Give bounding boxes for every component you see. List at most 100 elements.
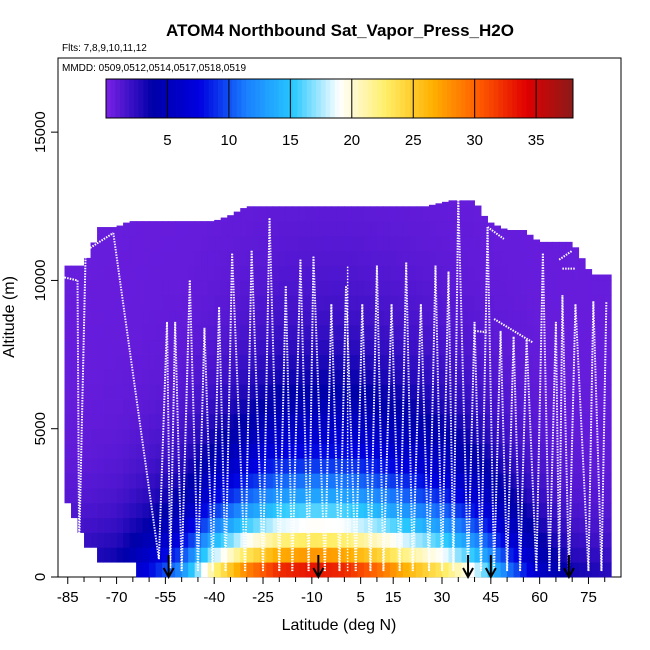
heatmap-cell bbox=[357, 443, 365, 459]
heatmap-cell bbox=[559, 280, 567, 296]
heatmap-cell bbox=[129, 488, 137, 504]
heatmap-cell bbox=[90, 295, 98, 311]
heatmap-cell bbox=[552, 310, 560, 326]
heatmap-cell bbox=[337, 221, 345, 237]
heatmap-cell bbox=[363, 206, 371, 222]
heatmap-cell bbox=[487, 502, 495, 519]
heatmap-cell bbox=[123, 413, 130, 430]
heatmap-cell bbox=[305, 413, 313, 430]
heatmap-cell bbox=[435, 502, 443, 519]
heatmap-cell bbox=[110, 443, 117, 459]
heatmap-cell bbox=[442, 265, 449, 281]
heatmap-cell bbox=[481, 502, 488, 519]
heatmap-cell bbox=[409, 235, 417, 252]
heatmap-cell bbox=[292, 369, 300, 385]
heatmap-cell bbox=[311, 413, 319, 430]
heatmap-cell bbox=[272, 458, 280, 474]
heatmap-cell bbox=[220, 443, 228, 459]
colorbar-swatch bbox=[358, 79, 364, 118]
flight-track-profile bbox=[157, 321, 169, 560]
heatmap-cell bbox=[253, 295, 261, 311]
heatmap-cell bbox=[201, 250, 209, 266]
heatmap-cell bbox=[318, 547, 326, 563]
heatmap-cell bbox=[572, 502, 580, 519]
heatmap-cell bbox=[201, 265, 209, 281]
heatmap-cell bbox=[103, 384, 111, 400]
heatmap-cell bbox=[604, 280, 612, 296]
heatmap-cell bbox=[220, 324, 228, 341]
heatmap-cell bbox=[116, 339, 124, 355]
heatmap-cell bbox=[344, 235, 352, 252]
heatmap-cell bbox=[591, 413, 599, 430]
heatmap-cell bbox=[357, 206, 365, 222]
heatmap-cell bbox=[90, 280, 98, 296]
heatmap-cell bbox=[539, 324, 547, 341]
heatmap-cell bbox=[357, 265, 365, 281]
heatmap-cell bbox=[188, 265, 196, 281]
heatmap-cell bbox=[136, 502, 144, 519]
heatmap-cell bbox=[227, 458, 235, 474]
heatmap-cell bbox=[285, 339, 293, 355]
flight-track-descent bbox=[330, 304, 341, 572]
heatmap-cell bbox=[559, 369, 567, 385]
heatmap-cell bbox=[175, 532, 183, 548]
heatmap-cell bbox=[428, 517, 436, 533]
heatmap-cell bbox=[214, 547, 222, 563]
heatmap-cell bbox=[448, 200, 456, 207]
heatmap-cell bbox=[214, 532, 222, 548]
heatmap-cell bbox=[461, 200, 469, 207]
heatmap-cell bbox=[253, 428, 261, 444]
heatmap-cell bbox=[552, 295, 560, 311]
heatmap-cell bbox=[201, 310, 209, 326]
heatmap-cell bbox=[415, 339, 423, 355]
heatmap-cell bbox=[428, 428, 436, 444]
heatmap-cell bbox=[383, 354, 391, 370]
heatmap-cell bbox=[585, 428, 593, 444]
heatmap-cell bbox=[539, 399, 547, 415]
heatmap-cell bbox=[240, 384, 248, 400]
heatmap-cell bbox=[227, 443, 235, 459]
heatmap-cell bbox=[513, 384, 521, 400]
heatmap-cell bbox=[415, 265, 423, 281]
heatmap-cell bbox=[468, 532, 475, 548]
heatmap-cell bbox=[188, 443, 196, 459]
heatmap-cell bbox=[598, 458, 606, 474]
heatmap-cell bbox=[409, 428, 417, 444]
arrow-head bbox=[462, 567, 474, 580]
flight-track-descent bbox=[419, 304, 430, 572]
colorbar-swatch bbox=[535, 79, 541, 118]
heatmap-cell bbox=[266, 488, 274, 504]
heatmap-cell bbox=[565, 517, 573, 533]
heatmap-cell bbox=[520, 547, 528, 563]
heatmap-cell bbox=[168, 369, 176, 385]
heatmap-cell bbox=[175, 265, 183, 281]
heatmap-cell bbox=[266, 324, 274, 341]
flight-track-descent bbox=[375, 265, 385, 572]
heatmap-cell bbox=[116, 473, 124, 489]
heatmap-cell bbox=[103, 265, 111, 281]
heatmap-cell bbox=[201, 428, 209, 444]
heatmap-cell bbox=[520, 488, 528, 504]
colorbar-swatch bbox=[115, 79, 121, 118]
heatmap-cell bbox=[90, 502, 98, 519]
heatmap-cell bbox=[428, 235, 436, 252]
heatmap-cell bbox=[149, 339, 157, 355]
heatmap-cell bbox=[448, 354, 456, 370]
heatmap-cell bbox=[181, 547, 189, 563]
heatmap-cell bbox=[461, 502, 469, 519]
heatmap-cell bbox=[402, 399, 410, 415]
heatmap-cell bbox=[507, 502, 515, 519]
heatmap-cell bbox=[175, 547, 183, 563]
heatmap-cell bbox=[142, 354, 150, 370]
heatmap-cell bbox=[526, 235, 534, 252]
heatmap-cell bbox=[494, 547, 501, 563]
heatmap-cell bbox=[591, 399, 599, 415]
heatmap-cell bbox=[507, 230, 515, 237]
heatmap-cell bbox=[402, 324, 410, 341]
heatmap-cell bbox=[468, 354, 475, 370]
heatmap-cell bbox=[435, 250, 443, 266]
heatmap-cell bbox=[565, 399, 573, 415]
heatmap-cell bbox=[494, 339, 501, 355]
heatmap-cell bbox=[507, 280, 515, 296]
heatmap-cell bbox=[494, 458, 501, 474]
